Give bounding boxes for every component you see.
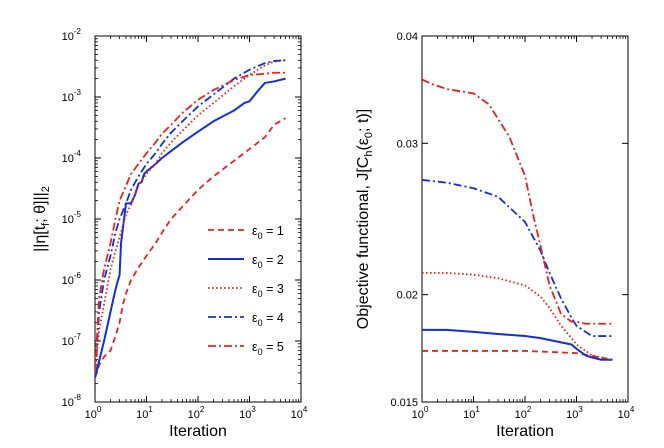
y-tick-label: 0.015 (390, 397, 418, 409)
x-tick-label: 104 (291, 405, 308, 421)
y-tick-label: 10-3 (62, 88, 82, 104)
right-chart: 100 101 102 103 104 0.015 0.02 0.03 0.04 Iteratio… (355, 31, 635, 440)
legend-label-1: ε0 = 1 (252, 224, 284, 241)
x-tick-label: 101 (463, 405, 480, 421)
x-tick-label: 102 (188, 405, 205, 421)
left-chart: 100 101 102 103 104 10-8 10-7 10-6 10-5 10-4 10-3 1… (32, 27, 308, 440)
series-line-3 (95, 59, 286, 373)
y-tick-label: 10-6 (62, 271, 82, 287)
series-line-2 (95, 77, 286, 378)
y-tick-label: 0.03 (397, 138, 418, 150)
legend-label-5: ε0 = 5 (252, 340, 284, 357)
series-line-4 (422, 179, 613, 337)
series-line-2 (422, 328, 613, 361)
x-tick-label: 104 (618, 405, 635, 421)
y-tick-label: 10-7 (62, 332, 82, 348)
series-group (95, 59, 286, 379)
series-line-1 (95, 117, 286, 379)
x-tick-label: 103 (239, 405, 256, 421)
y-tick-label: 0.04 (397, 31, 418, 43)
y-axis-label: Objective functional, J[Ch(ε0; t)] (355, 109, 375, 329)
x-tick-label: 102 (515, 405, 532, 421)
x-tick-label: 103 (566, 405, 583, 421)
y-tick-label: 0.02 (397, 290, 418, 302)
x-tick-label: 100 (85, 405, 102, 421)
y-tick-label: 10-2 (62, 27, 82, 43)
series-line-5 (95, 71, 286, 373)
x-axis-label: Iteration (496, 423, 554, 440)
series-line-4 (95, 59, 286, 373)
series-line-5 (422, 78, 613, 325)
y-tick-label: 10-5 (62, 210, 82, 226)
y-tick-label: 10-8 (62, 393, 82, 409)
legend-label-4: ε0 = 4 (252, 311, 284, 328)
legend-label-2: ε0 = 2 (252, 253, 284, 270)
y-axis-label: ||η[tf; θ]||2 (32, 186, 52, 252)
x-tick-label: 100 (412, 405, 429, 421)
x-tick-label: 101 (136, 405, 153, 421)
legend-label-3: ε0 = 3 (252, 282, 284, 299)
y-tick-label: 10-4 (62, 149, 82, 165)
x-axis-label: Iteration (169, 423, 227, 440)
series-line-3 (422, 272, 613, 361)
series-group (422, 78, 613, 361)
